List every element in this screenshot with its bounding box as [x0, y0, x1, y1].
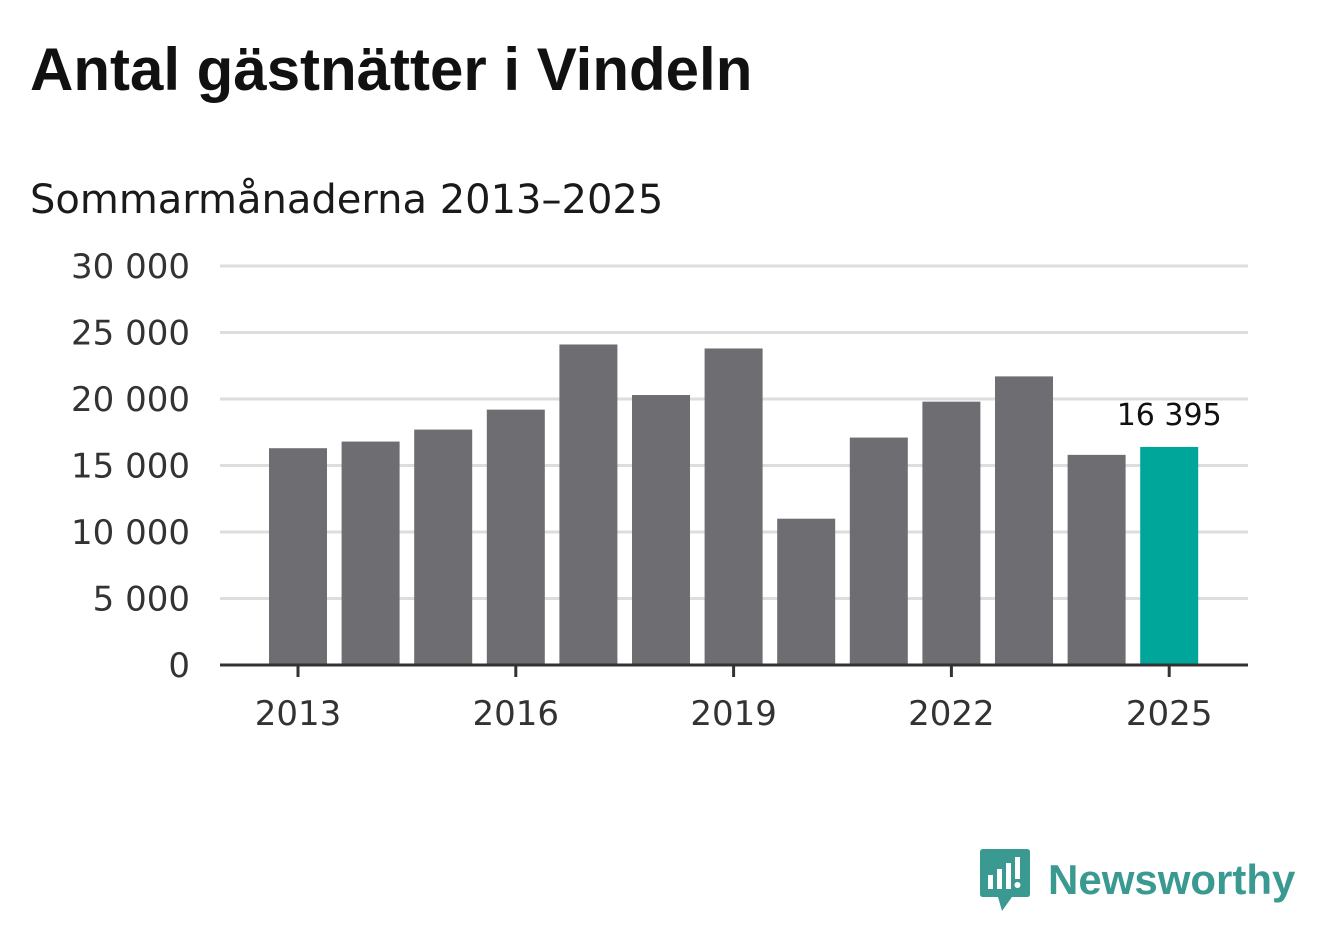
bar-chart: 0 5 000 10 000 15 000 20 000 25 000 30 000 201…	[71, 247, 1248, 734]
bar-2013	[269, 448, 327, 665]
x-axis	[220, 663, 1248, 677]
bar-2024	[1067, 454, 1126, 665]
bar-2020	[777, 518, 836, 665]
newsworthy-logo: Newsworthy	[980, 848, 1295, 912]
bar-chart-speech-bubble-icon	[980, 849, 1030, 911]
x-tick-label: 2022	[908, 694, 995, 734]
bar-2016	[486, 409, 545, 665]
bar-2018	[632, 395, 690, 665]
brand-name: Newsworthy	[1048, 856, 1296, 903]
bar-2014	[341, 441, 400, 665]
bar-2025	[1140, 446, 1199, 665]
bar-2023	[995, 376, 1053, 665]
x-tick-label: 2025	[1126, 694, 1213, 734]
y-tick-label: 20 000	[71, 380, 190, 420]
x-tick-label: 2019	[690, 694, 777, 734]
x-axis-labels: 2013 2016 2019 2022 2025	[255, 694, 1213, 734]
chart-title: Antal gästnätter i Vindeln	[30, 36, 753, 103]
annotations: 16 395	[1117, 398, 1222, 433]
y-tick-label: 5 000	[93, 580, 190, 620]
x-tick-label: 2013	[255, 694, 342, 734]
bar-2021	[849, 437, 908, 665]
bar-2015	[414, 429, 473, 665]
bar-2022	[922, 401, 981, 665]
y-axis-labels: 0 5 000 10 000 15 000 20 000 25 000 30 000	[71, 247, 190, 686]
chart-subtitle: Sommarmånaderna 2013–2025	[30, 177, 664, 223]
y-tick-label: 25 000	[71, 314, 190, 354]
y-tick-label: 30 000	[71, 247, 190, 287]
bars	[269, 344, 1199, 665]
highlight-value-label: 16 395	[1117, 398, 1222, 433]
bar-2019	[704, 348, 763, 665]
y-tick-label: 10 000	[71, 513, 190, 553]
y-tick-label: 15 000	[71, 447, 190, 487]
x-tick-label: 2016	[473, 694, 560, 734]
bar-2017	[559, 344, 618, 665]
y-tick-label: 0	[168, 646, 190, 686]
